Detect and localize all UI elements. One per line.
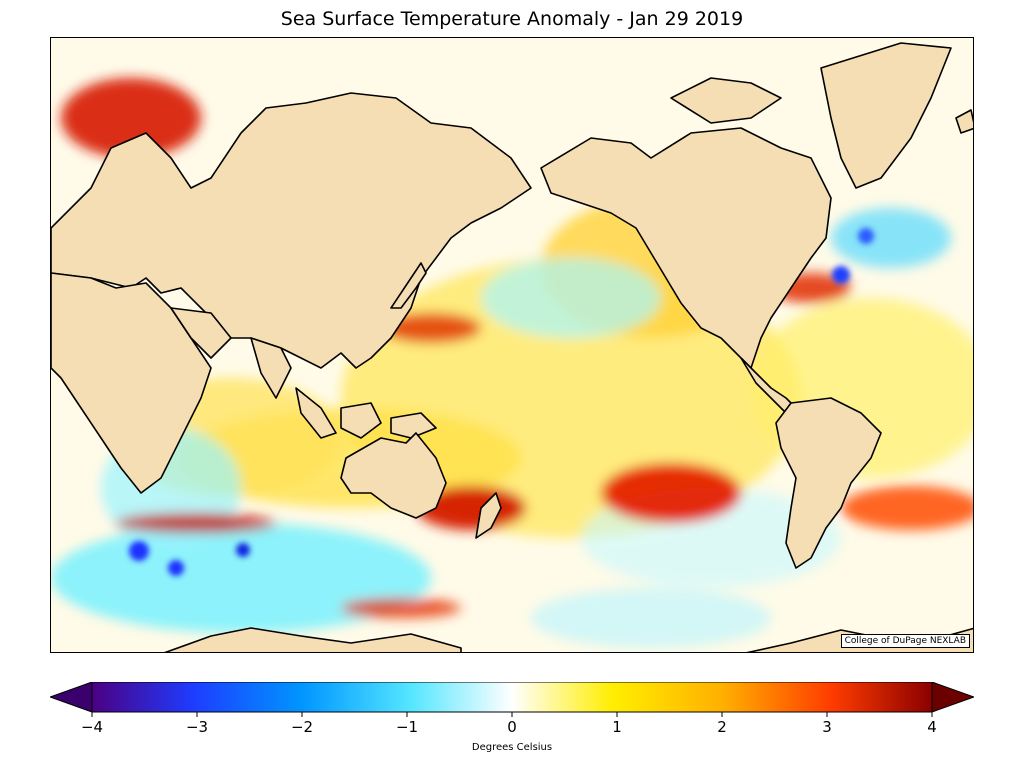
colorbar-tick: 0 [507,718,517,736]
colorbar-tick: 4 [927,718,937,736]
anomaly-field [51,38,973,652]
africa-landmass [51,272,212,494]
colorbar-gradient [91,682,933,713]
colorbar-tick: −4 [80,718,104,736]
colorbar-tick: −2 [290,718,314,736]
colorbar-tick: 1 [612,718,622,736]
colorbar-high-extend [931,682,974,713]
north-america-landmass [540,127,832,369]
sst-anomaly-map: College of DuPage NEXLAB [50,37,974,653]
japan-landmass [390,262,427,309]
sumatra-landmass [295,387,337,439]
colorbar-label: Degrees Celsius [471,742,553,753]
map-canvas [51,38,973,652]
new-zealand-landmass [475,492,502,539]
australia-landmass [340,432,447,519]
arabia-landmass [170,307,232,359]
land-masses [51,42,973,652]
colorbar-low-extend [50,682,93,713]
colorbar-tick: 3 [822,718,832,736]
arctic-islands-landmass [670,77,782,124]
map-credit: College of DuPage NEXLAB [840,634,970,648]
colorbar-tick: −3 [185,718,209,736]
india-landmass [250,337,292,399]
colorbar-tick: −1 [395,718,419,736]
colorbar-tick: 2 [717,718,727,736]
south-america-landmass [775,397,882,569]
iceland-landmass [955,109,973,134]
colorbar [50,682,974,717]
map-title: Sea Surface Temperature Anomaly - Jan 29… [280,8,744,30]
greenland-landmass [820,42,952,189]
new-guinea-landmass [390,412,437,439]
antarctica-landmass [164,627,462,652]
borneo-landmass [340,402,382,439]
